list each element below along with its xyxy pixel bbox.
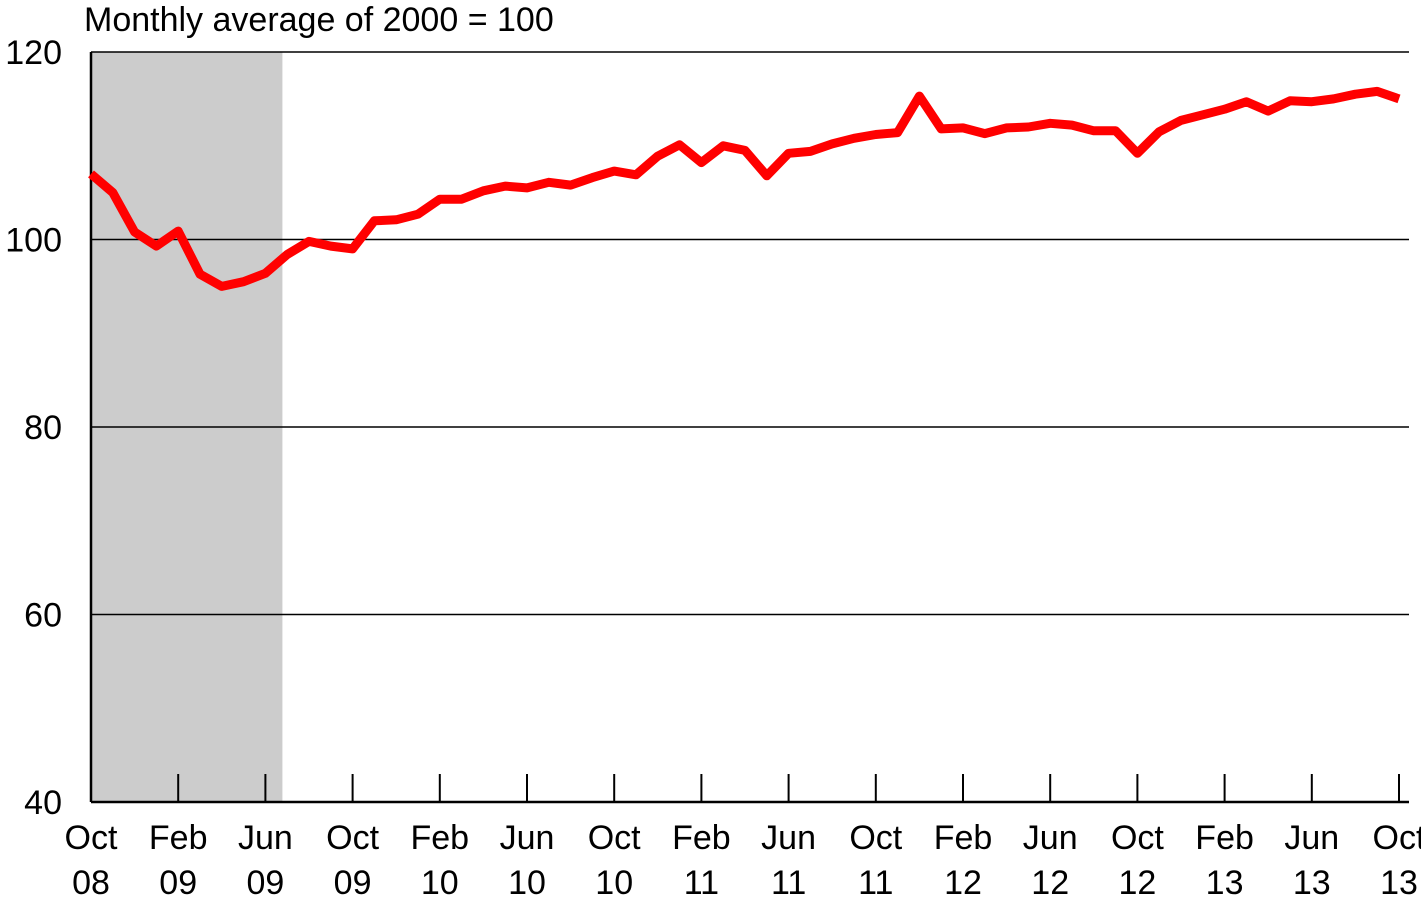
x-tick-label-year: 09 — [246, 864, 284, 902]
x-tick-label-year: 12 — [1031, 864, 1069, 902]
x-tick-label-year: 13 — [1206, 864, 1244, 902]
x-tick-label-year: 11 — [684, 864, 719, 902]
y-tick-label: 100 — [5, 222, 62, 260]
x-tick-label-month: Feb — [1195, 819, 1254, 857]
x-tick-label-year: 12 — [1118, 864, 1156, 902]
x-tick-label-month: Jun — [761, 819, 816, 857]
x-tick-label-month: Oct — [1111, 819, 1164, 857]
x-tick-label-month: Oct — [588, 819, 641, 857]
x-tick-label-year: 12 — [944, 864, 982, 902]
series-line — [88, 86, 1401, 291]
x-tick-label-month: Feb — [411, 819, 470, 857]
x-tick-label-month: Feb — [149, 819, 208, 857]
y-tick-labels: 40 60 80 100 120 — [5, 34, 62, 822]
x-tick-labels: Oct 08 Feb 09 Jun 09 Oct 09 Feb 10 Jun 10 Oct 10 Feb 11… — [65, 819, 1421, 902]
x-tick-label-month: Jun — [1023, 819, 1078, 857]
x-tick-label-year: 11 — [771, 864, 806, 902]
x-tick-label-month: Jun — [238, 819, 293, 857]
x-tick-label-year: 11 — [858, 864, 893, 902]
y-tick-label: 120 — [5, 34, 62, 72]
x-tick-marks — [90, 774, 1400, 802]
x-tick-label-month: Oct — [1373, 819, 1421, 857]
chart-title: Monthly average of 2000 = 100 — [84, 1, 554, 39]
x-tick-label-month: Jun — [500, 819, 555, 857]
gridlines — [91, 51, 1409, 616]
x-tick-label-month: Oct — [65, 819, 118, 857]
x-tick-label-month: Oct — [849, 819, 902, 857]
x-tick-label-year: 10 — [421, 864, 459, 902]
x-tick-label-month: Feb — [672, 819, 731, 857]
x-tick-label-year: 10 — [508, 864, 546, 902]
x-tick-label-year: 09 — [334, 864, 372, 902]
x-tick-label-year: 10 — [595, 864, 633, 902]
y-tick-label: 40 — [24, 784, 62, 822]
x-tick-label-month: Feb — [934, 819, 993, 857]
x-tick-label-month: Jun — [1284, 819, 1339, 857]
y-tick-label: 60 — [24, 597, 62, 635]
x-tick-label-year: 08 — [72, 864, 110, 902]
x-tick-label-month: Oct — [326, 819, 379, 857]
x-tick-label-year: 13 — [1293, 864, 1331, 902]
x-tick-label-year: 09 — [159, 864, 197, 902]
y-tick-label: 80 — [24, 409, 62, 447]
x-tick-label-year: 13 — [1380, 864, 1418, 902]
